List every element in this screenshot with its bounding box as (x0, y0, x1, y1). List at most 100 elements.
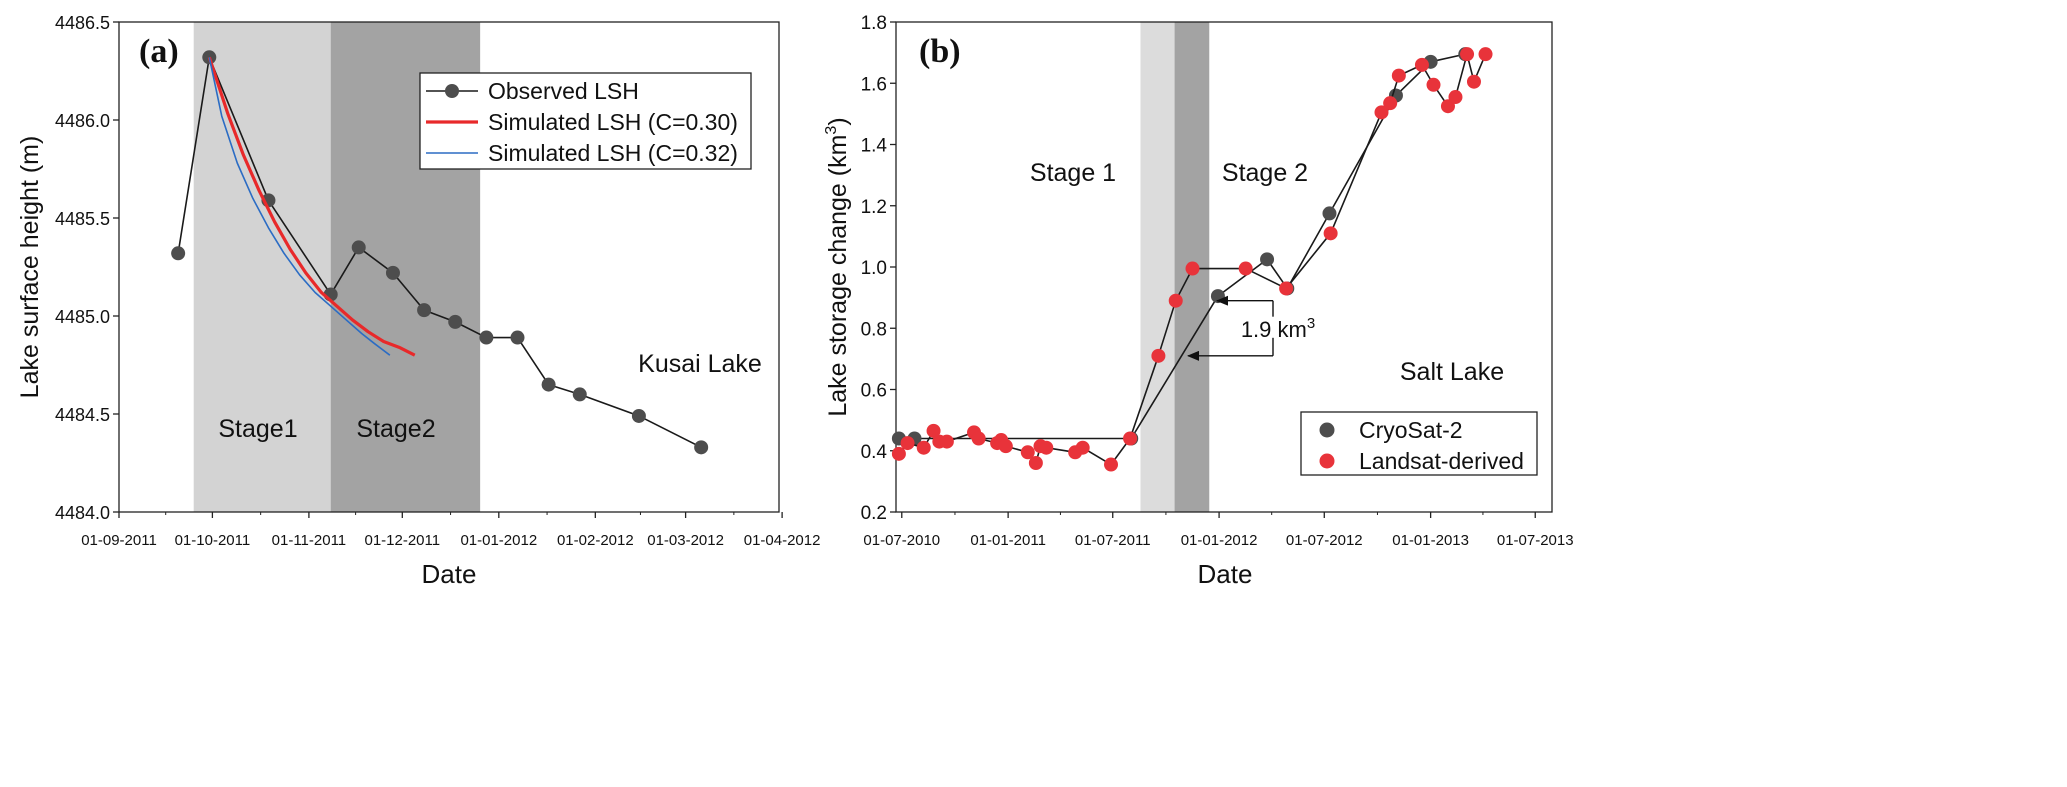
plot-frame (118, 21, 780, 513)
y-tick-label: 0.2 (861, 503, 887, 524)
legend-marker (1319, 422, 1335, 438)
panel-a: Stage1 Stage2 4484.0 4484.5 4485.0 4485.5 4486… (16, 13, 820, 589)
series-line-2 (207, 56, 416, 357)
data-point (1466, 74, 1481, 89)
x-tick-label: 01-03-2012 (647, 532, 724, 549)
stage-band-1 (1140, 22, 1175, 512)
x-tick-label: 01-01-2011 (970, 532, 1046, 549)
stage-band-1 (193, 22, 331, 512)
data-point (1185, 261, 1200, 276)
legend-label: Simulated LSH (C=0.32) (488, 140, 738, 166)
y-tick-label: 1.6 (861, 74, 887, 95)
data-point (1039, 440, 1054, 455)
data-point (926, 423, 941, 438)
stage-label-1: Stage 1 (1030, 159, 1116, 187)
panel-letter: (a) (139, 33, 179, 70)
data-point (939, 434, 954, 449)
data-point (1426, 77, 1441, 92)
data-point (631, 408, 646, 423)
data-point (1028, 456, 1043, 470)
storage-difference-value: 1.9 km (1241, 317, 1307, 342)
data-point (572, 387, 587, 402)
legend-label: Observed LSH (488, 78, 639, 104)
stage-label-2: Stage2 (356, 415, 435, 443)
data-point (916, 440, 931, 455)
data-point (1104, 457, 1119, 472)
legend-label: CryoSat-2 (1359, 417, 1463, 443)
y-tick-label: 4486.5 (55, 13, 110, 33)
x-tick-label: 01-07-2010 (863, 532, 940, 549)
data-point (1374, 105, 1389, 120)
y-tick-label: 4485.0 (55, 307, 110, 327)
x-tick-label: 01-12-2011 (364, 532, 440, 549)
y-tick-label: 0.8 (861, 319, 887, 340)
x-tick-label: 01-09-2011 (81, 532, 157, 549)
data-point (1460, 47, 1475, 62)
data-point (1238, 261, 1253, 276)
data-point (479, 330, 494, 345)
y-tick-label: 4486.0 (55, 111, 110, 131)
lake-name-annotation: Kusai Lake (638, 350, 762, 378)
y-tick-label: 4484.0 (55, 503, 110, 523)
x-tick-label: 01-01-2012 (460, 532, 537, 549)
data-point (1322, 206, 1337, 221)
data-point (1478, 47, 1493, 62)
y-axis-label-end: ) (824, 117, 852, 125)
x-axis-label: Date (422, 559, 477, 589)
legend-label: Simulated LSH (C=0.30) (488, 109, 738, 135)
lake-name-annotation: Salt Lake (1400, 358, 1504, 386)
data-point (1414, 57, 1429, 72)
y-tick-label: 0.6 (861, 381, 887, 402)
data-point (1448, 90, 1463, 105)
x-tick-label: 01-01-2012 (1181, 532, 1258, 549)
data-point (385, 265, 400, 280)
data-point (351, 240, 366, 255)
y-axis-label-sup: 3 (823, 126, 840, 135)
y-tick-label: 4485.5 (55, 209, 110, 229)
data-point (694, 440, 709, 455)
data-point (510, 330, 525, 345)
y-tick-label: 1.8 (861, 13, 887, 34)
x-tick-label: 01-04-2012 (744, 532, 821, 549)
y-axis-label: Lake surface height (m) (16, 136, 44, 399)
y-tick-label: 1.0 (861, 258, 887, 279)
data-point (1151, 348, 1166, 363)
x-tick-label: 01-10-2011 (175, 532, 251, 549)
data-point (171, 246, 186, 261)
data-point (1260, 252, 1275, 267)
legend-label: Landsat-derived (1359, 448, 1524, 474)
data-point (1279, 281, 1294, 296)
data-point (891, 446, 906, 461)
data-point (1168, 293, 1183, 308)
data-point (541, 377, 556, 392)
data-point (971, 431, 986, 446)
y-tick-label: 1.2 (861, 197, 887, 218)
panel-letter: (b) (919, 33, 961, 70)
x-tick-label: 01-07-2013 (1497, 532, 1574, 549)
storage-difference-annotation: 1.9 km3 (1241, 315, 1315, 342)
data-point (1123, 431, 1138, 446)
data-point (417, 303, 432, 318)
data-point (998, 439, 1013, 454)
data-point (1323, 226, 1338, 241)
series-line-1 (898, 53, 1466, 440)
stage-label-1: Stage1 (218, 415, 297, 443)
data-point (1391, 68, 1406, 83)
x-tick-label: 01-07-2012 (1286, 532, 1363, 549)
storage-difference-unit-sup: 3 (1307, 315, 1315, 332)
x-tick-label: 01-11-2011 (272, 532, 347, 549)
panel-b: Stage 1 Stage 2 0.2 0.4 0.6 0.8 1.0 1.2 1.4 1.6 1.… (823, 13, 1574, 589)
stage-label-2: Stage 2 (1222, 159, 1308, 187)
y-tick-label: 0.4 (861, 442, 888, 463)
y-tick-label: 1.4 (861, 136, 888, 157)
x-axis-label: Date (1198, 559, 1253, 589)
data-point (900, 436, 915, 451)
data-point (1383, 96, 1398, 111)
series-line-3 (208, 57, 391, 356)
legend-marker (445, 84, 459, 98)
x-tick-label: 01-02-2012 (557, 532, 634, 549)
x-tick-label: 01-07-2011 (1075, 532, 1151, 549)
y-axis-label-main: Lake storage change (km (824, 135, 852, 417)
x-tick-label: 01-01-2013 (1392, 532, 1469, 549)
